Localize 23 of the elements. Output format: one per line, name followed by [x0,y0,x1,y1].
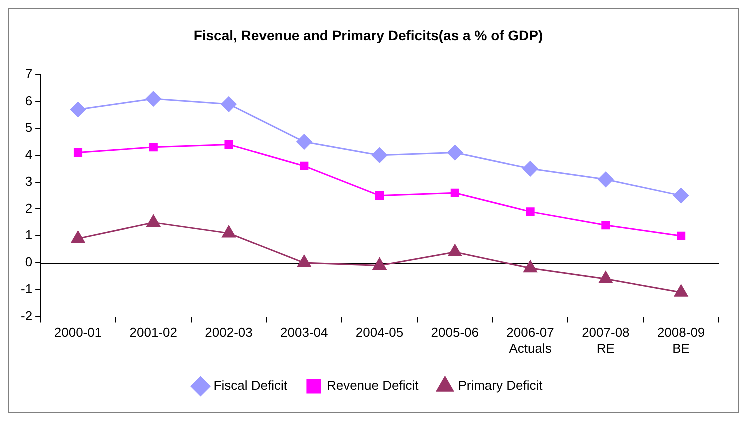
x-tick-label: 2006-07 Actuals [506,325,554,356]
x-tick-label: 2004-05 [356,325,404,340]
x-tick-label: 2003-04 [280,325,328,340]
x-tick-label: 2008-09 BE [657,325,706,356]
y-tick-label: 7 [25,66,33,82]
x-tick-label: 2005-06 [431,325,480,340]
x-tick-label: 2001-02 [130,325,178,340]
x-tick-label: 2002-03 [205,325,253,340]
y-tick-label: 0 [25,254,33,270]
y-tick-label: 2 [25,200,33,216]
legend-label: Primary Deficit [458,378,544,394]
x-tick-label: 2000-01 [54,325,102,340]
y-tick-label: -2 [20,308,33,324]
y-tick-label: 5 [25,120,33,136]
y-tick-label: 4 [25,147,33,162]
chart-title: Fiscal, Revenue and Primary Deficits(as a % of GDP) [194,27,544,44]
y-tick-label: -1 [20,281,33,296]
y-tick-label: 1 [25,228,33,243]
legend-label: Fiscal Deficit [214,378,288,394]
x-tick-label: 2007-08 RE [582,325,630,356]
legend-label: Revenue Deficit [326,378,420,394]
y-tick-label: 6 [25,93,33,108]
y-tick-label: 3 [25,174,33,189]
